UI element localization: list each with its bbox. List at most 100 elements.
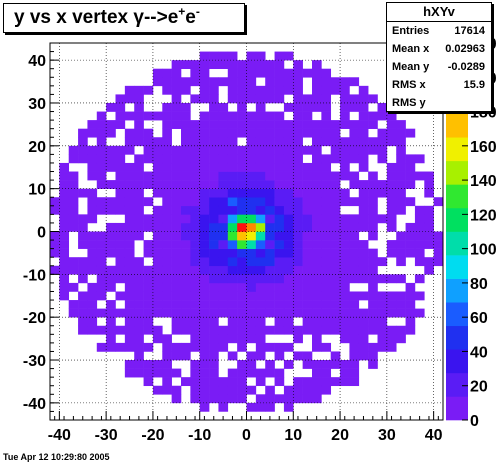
heatmap-cell <box>227 282 238 292</box>
heatmap-cell <box>330 265 341 275</box>
heatmap-cell <box>237 317 247 327</box>
heatmap-cell <box>246 231 257 241</box>
heatmap-cell <box>302 197 313 207</box>
heatmap-cell <box>134 188 144 198</box>
heatmap-cell <box>424 257 434 267</box>
heatmap-cell <box>152 205 163 215</box>
x-tick-label: -10 <box>188 427 211 444</box>
heatmap-cell <box>414 240 425 249</box>
heatmap-cell <box>227 300 238 309</box>
heatmap-cell <box>209 85 219 95</box>
heatmap-cell <box>227 171 238 181</box>
heatmap-cell <box>152 171 163 181</box>
heatmap-cell <box>124 94 135 104</box>
heatmap-cell <box>293 77 303 87</box>
heatmap-cell <box>96 128 107 138</box>
heatmap-cell <box>265 214 275 224</box>
heatmap-cell <box>246 308 257 318</box>
heatmap-cell <box>124 214 135 224</box>
heatmap-cell <box>386 180 397 189</box>
heatmap-cell <box>171 385 182 395</box>
heatmap-cell <box>143 85 154 95</box>
heatmap-cell <box>143 222 154 232</box>
heatmap-cell <box>386 197 397 207</box>
heatmap-cell <box>227 154 238 164</box>
heatmap-cell <box>330 351 341 361</box>
stats-name: hXYv <box>387 3 491 22</box>
heatmap-cell <box>218 197 229 207</box>
heatmap-cell <box>340 111 350 121</box>
heatmap-cell <box>255 197 266 207</box>
heatmap-cell <box>293 214 303 224</box>
heatmap-cell <box>190 334 201 344</box>
x-tick-label: 40 <box>425 427 443 444</box>
stats-value: 15.9 <box>463 79 485 91</box>
heatmap-cell <box>115 188 126 198</box>
heatmap-cell <box>87 205 98 215</box>
heatmap-cell <box>246 274 257 284</box>
heatmap-cell <box>433 257 444 267</box>
heatmap-cell <box>68 308 79 318</box>
heatmap-cell <box>199 120 210 129</box>
heatmap-cell <box>265 205 275 215</box>
heatmap-cell <box>218 325 229 335</box>
heatmap-cell <box>199 265 210 275</box>
heatmap-cell <box>274 317 285 327</box>
heatmap-cell <box>199 325 210 335</box>
heatmap-cell <box>349 291 360 301</box>
heatmap-cell <box>96 111 107 121</box>
heatmap-cell <box>255 351 266 361</box>
heatmap-cell <box>199 137 210 147</box>
heatmap-cell <box>115 308 126 318</box>
heatmap-cell <box>162 300 172 309</box>
heatmap-cell <box>237 334 247 344</box>
heatmap-cell <box>302 231 313 241</box>
heatmap-cell <box>227 120 238 129</box>
heatmap-cell <box>330 300 341 309</box>
heatmap-cell <box>106 282 116 292</box>
heatmap-cell <box>134 325 144 335</box>
heatmap-cell <box>87 145 98 155</box>
heatmap-cell <box>321 111 332 121</box>
heatmap-cell <box>302 162 313 172</box>
heatmap-cell <box>340 317 350 327</box>
heatmap-cell <box>293 205 303 215</box>
heatmap-cell <box>255 137 266 147</box>
heatmap-cell <box>227 197 238 207</box>
heatmap-cell <box>405 180 416 189</box>
heatmap-cell <box>209 102 219 112</box>
heatmap-cell <box>293 145 303 155</box>
heatmap-cell <box>199 111 210 121</box>
heatmap-cell <box>265 282 275 292</box>
heatmap-cell <box>143 145 154 155</box>
heatmap-cell <box>340 188 350 198</box>
heatmap-cell <box>124 171 135 181</box>
heatmap-cell <box>396 231 406 241</box>
heatmap-cell <box>321 180 332 189</box>
heatmap-cell <box>340 102 350 112</box>
heatmap-cell <box>340 162 350 172</box>
heatmap-cell <box>96 308 107 318</box>
heatmap-cell <box>227 368 238 378</box>
title-sup-plus: + <box>178 4 186 19</box>
heatmap-cell <box>368 282 378 292</box>
heatmap-cell <box>199 171 210 181</box>
heatmap-cell <box>237 231 247 241</box>
heatmap-cell <box>209 368 219 378</box>
heatmap-cell <box>396 180 406 189</box>
heatmap-cell <box>312 317 322 327</box>
heatmap-cell <box>302 68 313 78</box>
stats-label: Mean y <box>392 61 430 73</box>
heatmap-cell <box>181 77 191 87</box>
heatmap-cell <box>143 137 154 147</box>
heatmap-cell <box>377 128 388 138</box>
heatmap-cell <box>246 60 257 70</box>
heatmap-cell <box>237 325 247 335</box>
heatmap-cell <box>227 180 238 189</box>
heatmap-cell <box>134 334 144 344</box>
heatmap-cell <box>265 325 275 335</box>
heatmap-cell <box>396 145 406 155</box>
heatmap-cell <box>190 137 201 147</box>
x-tick-label: -20 <box>141 427 164 444</box>
heatmap-cell <box>265 342 275 352</box>
